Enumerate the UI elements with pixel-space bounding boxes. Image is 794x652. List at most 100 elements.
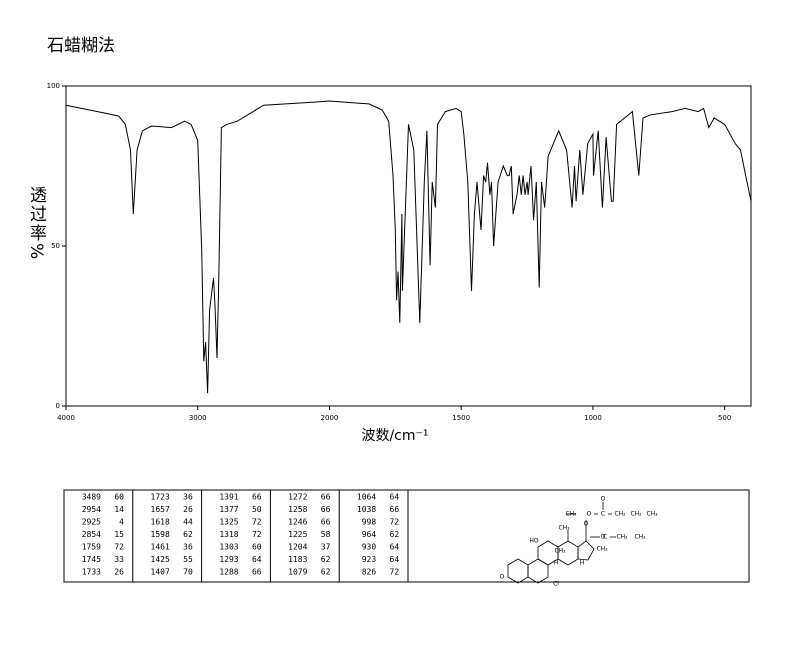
peak-transmittance: 36 [183,543,193,552]
peak-wavenumber: 1204 [288,543,307,552]
peak-wavenumber: 1225 [288,530,307,539]
peak-wavenumber: 1064 [357,493,376,502]
peak-transmittance: 70 [183,568,193,577]
peak-wavenumber: 1318 [219,530,238,539]
peak-wavenumber: 1258 [288,505,307,514]
structure-label: O [587,511,592,518]
peak-wavenumber: 1303 [219,543,238,552]
peak-wavenumber: 1183 [288,555,307,564]
structure-label: O [584,521,589,528]
peak-wavenumber: 1745 [82,555,101,564]
peak-transmittance: 60 [114,493,124,502]
peak-transmittance: 64 [390,493,400,502]
peak-transmittance: 55 [183,555,193,564]
x-tick-label: 3000 [189,414,207,422]
chart-title: 石蜡糊法 [47,36,115,56]
peak-transmittance: 62 [390,530,400,539]
peak-wavenumber: 1038 [357,505,376,514]
structure-label: O [601,534,606,541]
peak-transmittance: 66 [321,493,331,502]
structure-label: C [603,534,607,541]
structure-label: C [601,511,605,518]
peak-wavenumber: 2925 [82,518,101,527]
structure-label: CH₂ [630,511,642,518]
y-axis-label: 透过率% [26,186,46,262]
peak-wavenumber: 1288 [219,568,238,577]
peak-transmittance: 62 [321,555,331,564]
structure-label: H [554,560,559,567]
table-frame [63,489,750,583]
peak-wavenumber: 1079 [288,568,307,577]
peak-transmittance: 62 [183,530,193,539]
x-tick-label: 4000 [57,414,75,422]
peak-wavenumber: 930 [362,543,377,552]
peak-wavenumber: 3489 [82,493,101,502]
peak-transmittance: 60 [252,543,262,552]
peak-transmittance: 66 [252,493,262,502]
structure-label: O [500,574,505,581]
x-tick-label: 1000 [584,414,602,422]
y-tick-label: 50 [51,242,60,250]
structure-label: CH₃ [646,511,658,518]
x-axis-label: 波数/cm⁻¹ [361,428,428,444]
peak-wavenumber: 1723 [151,493,170,502]
peak-wavenumber: 1377 [219,505,238,514]
peak-wavenumber: 1598 [151,530,170,539]
peak-transmittance: 26 [114,568,124,577]
peak-transmittance: 4 [119,518,124,527]
structure-label: CH₃ [554,548,566,555]
peak-transmittance: 72 [114,543,124,552]
peak-transmittance: 72 [252,530,262,539]
structure-label: CH₃ [634,534,646,541]
peak-wavenumber: 923 [362,555,377,564]
peak-wavenumber: 1759 [82,543,101,552]
peak-wavenumber: 1246 [288,518,307,527]
peak-wavenumber: 1618 [151,518,170,527]
peak-wavenumber: 1293 [219,555,238,564]
peak-wavenumber: 1391 [219,493,238,502]
peak-transmittance: 66 [390,505,400,514]
peak-wavenumber: 1425 [151,555,170,564]
structure-label: H [580,560,585,567]
peak-transmittance: 62 [321,568,331,577]
peak-wavenumber: 1325 [219,518,238,527]
y-tick-label: 0 [56,402,60,410]
peak-transmittance: 66 [321,505,331,514]
peak-wavenumber: 1272 [288,493,307,502]
peak-wavenumber: 2854 [82,530,101,539]
structure-label: Cl [553,581,559,588]
peak-wavenumber: 964 [362,530,377,539]
peak-transmittance: 66 [321,518,331,527]
peak-wavenumber: 1407 [151,568,170,577]
peak-transmittance: 72 [390,568,400,577]
peak-transmittance: 66 [252,568,262,577]
peak-wavenumber: 1733 [82,568,101,577]
x-tick-label: 2000 [321,414,339,422]
peak-transmittance: 64 [252,555,262,564]
peak-wavenumber: 1657 [151,505,170,514]
peak-transmittance: 72 [390,518,400,527]
structure-bonds [507,502,616,584]
peak-transmittance: 37 [321,543,331,552]
peak-transmittance: 64 [390,543,400,552]
peak-transmittance: 15 [114,530,124,539]
peak-wavenumber: 2954 [82,505,101,514]
structure-label: CH₃ [558,525,570,532]
peak-transmittance: 44 [183,518,193,527]
peak-wavenumber: 826 [362,568,377,577]
structure-label: CH₃ [596,546,608,553]
spectrum-line [65,100,752,394]
peak-transmittance: 26 [183,505,193,514]
x-tick-label: 500 [718,414,731,422]
structure-label: CH₂ [616,534,628,541]
peak-transmittance: 58 [321,530,331,539]
peak-wavenumber: 998 [362,518,377,527]
structure-label: CH₂ [565,511,577,518]
x-tick-label: 1500 [452,414,470,422]
structure-label: HO [529,538,539,545]
structure-label: O [601,496,606,503]
peak-transmittance: 64 [390,555,400,564]
peak-transmittance: 33 [114,555,124,564]
